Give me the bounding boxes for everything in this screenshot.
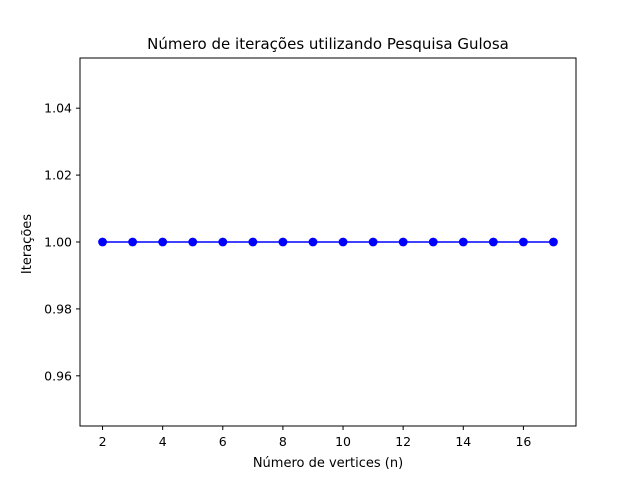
x-tick-label: 6 bbox=[219, 434, 227, 449]
y-tick-label: 1.00 bbox=[44, 235, 72, 250]
data-point bbox=[158, 237, 168, 247]
data-point bbox=[188, 237, 198, 247]
data-point bbox=[549, 237, 558, 247]
data-point bbox=[308, 237, 318, 247]
axes-frame bbox=[79, 57, 577, 427]
x-axis-label: Número de vertices (n) bbox=[253, 456, 403, 471]
data-point bbox=[488, 237, 498, 247]
data-point bbox=[98, 237, 107, 247]
plot-area: 2 4 6 8 10 12 14 16 0.96 0.98 1.00 1.02 1.04 bbox=[44, 57, 577, 449]
x-tick-label: 12 bbox=[395, 434, 411, 449]
data-point bbox=[398, 237, 408, 247]
y-tick-label: 1.04 bbox=[44, 101, 72, 116]
y-tick-label: 0.96 bbox=[44, 368, 72, 383]
data-point bbox=[458, 237, 468, 247]
x-tick-label: 2 bbox=[99, 434, 107, 449]
x-tick-label: 16 bbox=[515, 434, 531, 449]
y-tick-label: 0.98 bbox=[44, 301, 72, 316]
x-tick-label: 8 bbox=[279, 434, 287, 449]
data-point bbox=[338, 237, 348, 247]
x-tick-label: 10 bbox=[335, 434, 351, 449]
y-tick-label: 1.02 bbox=[44, 168, 72, 183]
y-axis-label: Iterações bbox=[20, 214, 35, 274]
x-tick-label: 4 bbox=[159, 434, 167, 449]
data-point bbox=[248, 237, 258, 247]
data-point bbox=[278, 237, 288, 247]
data-point bbox=[428, 237, 438, 247]
data-point bbox=[518, 237, 528, 247]
data-point bbox=[368, 237, 378, 247]
x-tick-label: 14 bbox=[455, 434, 471, 449]
chart-title: Número de iterações utilizando Pesquisa … bbox=[147, 35, 509, 53]
data-point bbox=[218, 237, 228, 247]
data-point bbox=[128, 237, 138, 247]
